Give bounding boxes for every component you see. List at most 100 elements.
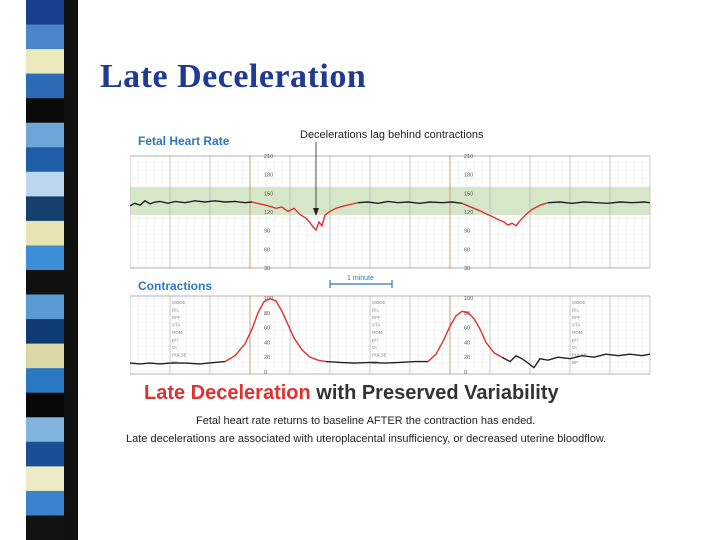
strip-block (26, 196, 64, 222)
monitor-label: O₂ (572, 345, 578, 350)
monitor-label: PULSE (172, 353, 187, 358)
tick-label: 30 (464, 266, 470, 272)
monitor-label: MODE (572, 300, 586, 305)
strip-block (26, 319, 64, 345)
strip-block (26, 417, 64, 443)
monitor-label: DIL (172, 308, 180, 313)
monitor-label: ROM (572, 330, 583, 335)
tick-label: 60 (464, 247, 470, 253)
monitor-label: DIL (372, 308, 380, 313)
contractions-grid-lines (130, 295, 651, 375)
monitor-label: STA (172, 323, 180, 328)
contraction-trace-peak-1 (224, 297, 327, 363)
fhr-trace-baseline-end (547, 201, 651, 205)
caption-line-2: Late decelerations are associated with u… (126, 433, 607, 445)
monitor-label: ROM (172, 330, 183, 335)
tick-label: 60 (464, 326, 470, 332)
tick-label: 210 (264, 154, 273, 160)
fhr-tick-labels-left: 210 180 150 120 90 60 30 (264, 154, 273, 272)
tick-label: 120 (464, 210, 473, 216)
tick-label: 120 (264, 210, 273, 216)
strip-block (26, 0, 64, 25)
figure-caption-heading: Late Deceleration with Preserved Variabi… (144, 382, 559, 405)
monitor-label: pH (172, 338, 178, 343)
contraction-trace-baseline-end (501, 353, 651, 369)
strip-block (26, 270, 64, 295)
caption-line-1: Fetal heart rate returns to baseline AFT… (196, 415, 536, 427)
tick-label: 40 (464, 340, 470, 346)
contractions-panel-title: Contractions (138, 279, 212, 293)
strip-block (26, 515, 64, 540)
strip-block (26, 98, 64, 124)
monitor-label: EFF (572, 315, 581, 320)
fetal-monitor-figure: 210 180 150 120 90 60 30 210 180 150 120 90 60 30 De… (126, 122, 660, 452)
tick-label: 180 (264, 173, 273, 179)
monitor-label: O₂ (172, 345, 178, 350)
strip-block (26, 441, 64, 467)
strip-block (26, 220, 64, 246)
annotation-arrowhead (313, 208, 319, 216)
tick-label: 20 (264, 355, 270, 361)
annotation-text: Decelerations lag behind contractions (300, 129, 484, 141)
strip-block (26, 73, 64, 99)
tick-label: 90 (264, 229, 270, 235)
monitor-side-labels: MODE DIL EFF STA ROM pH O₂ PULSE BP MODE DIL EFF STA… (172, 300, 587, 365)
strip-block (26, 294, 64, 320)
strip-block (26, 343, 64, 369)
monitor-label: EFF (372, 315, 381, 320)
strip-block (26, 122, 64, 148)
strip-block (26, 171, 64, 197)
contractions-grid (130, 296, 650, 374)
strip-block (26, 147, 64, 173)
tick-label: 80 (464, 311, 470, 317)
tick-label: 210 (464, 154, 473, 160)
tick-label: 180 (464, 173, 473, 179)
contraction-trace-baseline-start (130, 360, 226, 365)
tick-label: 20 (464, 355, 470, 361)
tick-label: 30 (264, 266, 270, 272)
tick-label: 60 (264, 326, 270, 332)
caption-red-part: Late Deceleration (144, 382, 311, 404)
tick-label: 90 (464, 229, 470, 235)
monitor-label: MODE (372, 300, 386, 305)
monitor-label: EFF (172, 315, 181, 320)
tick-label: 40 (264, 340, 270, 346)
monitor-label: STA (372, 323, 380, 328)
strip-block (26, 49, 64, 75)
strip-block (26, 24, 64, 50)
strip-block (26, 392, 64, 418)
fhr-trace-late-deceleration-1 (251, 201, 359, 232)
monitor-label: STA (572, 323, 580, 328)
monitor-label: DIL (572, 308, 580, 313)
strip-block (26, 466, 64, 492)
monitor-label: MODE (172, 300, 186, 305)
fhr-trace-baseline-middle (357, 200, 463, 205)
caption-black-part: with Preserved Variability (310, 382, 559, 404)
contraction-trace-baseline-middle (325, 360, 428, 364)
tick-label: 150 (264, 191, 273, 197)
slide-title: Late Deceleration (100, 58, 367, 95)
monitor-label: PULSE (572, 353, 587, 358)
strip-block (26, 368, 64, 394)
strip-block (26, 490, 64, 516)
monitor-label: PULSE (372, 353, 387, 358)
tick-label: 80 (264, 311, 270, 317)
decorative-color-strip (0, 0, 80, 540)
tick-label: 0 (464, 370, 467, 376)
monitor-label: BP (572, 360, 578, 365)
strip-block (26, 245, 64, 271)
fhr-tick-labels-right: 210 180 150 120 90 60 30 (464, 154, 473, 272)
monitor-label: pH (372, 338, 378, 343)
contraction-trace-peak-2 (427, 310, 503, 363)
fhr-trace-baseline-start (130, 199, 253, 207)
fhr-trace-late-deceleration-2 (461, 202, 549, 227)
contractions-tick-labels-right: 100 80 60 40 20 0 (464, 296, 473, 376)
tick-label: 60 (264, 247, 270, 253)
monitor-label: O₂ (372, 345, 378, 350)
ctg-strip-chart: 210 180 150 120 90 60 30 210 180 150 120 90 60 30 De… (130, 129, 651, 376)
tick-label: 0 (264, 370, 267, 376)
monitor-label: pH (572, 338, 578, 343)
time-scale-label: 1 minute (347, 275, 374, 282)
monitor-label: ROM (372, 330, 383, 335)
fhr-panel-title: Fetal Heart Rate (138, 134, 230, 148)
